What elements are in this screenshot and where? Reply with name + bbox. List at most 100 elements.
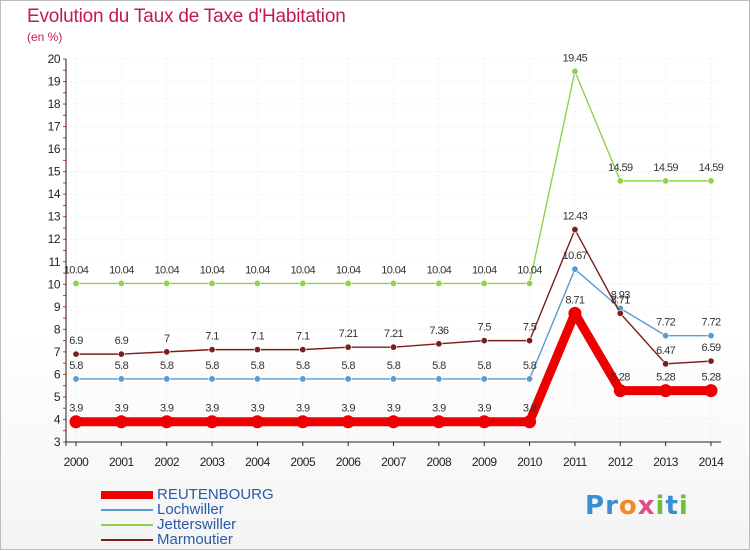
data-point: [707, 177, 715, 185]
data-label: 14.59: [653, 162, 678, 174]
data-label: 6.47: [656, 345, 675, 357]
data-label: 5.8: [477, 360, 491, 372]
data-label: 10.67: [563, 250, 588, 262]
chart-title: Evolution du Taux de Taxe d'Habitation: [27, 6, 346, 27]
data-point: [477, 415, 491, 429]
data-point: [163, 375, 171, 383]
data-point: [344, 279, 352, 287]
x-tick-label: 2003: [200, 455, 226, 469]
data-point: [253, 346, 261, 354]
data-point: [613, 384, 627, 398]
legend-swatch: [101, 538, 153, 541]
data-point: [662, 332, 670, 340]
logo-letter: x: [637, 491, 656, 521]
data-label: 6.59: [701, 342, 720, 354]
data-label: 3.9: [296, 403, 310, 415]
data-label: 5.8: [387, 360, 401, 372]
x-tick-label: 2013: [653, 455, 679, 469]
data-point: [571, 67, 579, 75]
data-label: 3.9: [341, 403, 355, 415]
x-tick-label: 2007: [381, 455, 407, 469]
data-point: [344, 375, 352, 383]
legend-label: Jetterswiller: [157, 516, 237, 533]
data-label: 10.04: [154, 264, 179, 276]
x-tick-label: 2010: [517, 455, 543, 469]
data-point: [435, 279, 443, 287]
x-tick-label: 2001: [109, 455, 135, 469]
data-point: [523, 415, 537, 429]
data-label: 5.8: [115, 360, 129, 372]
data-point: [526, 337, 534, 345]
y-tick-label: 15: [48, 165, 61, 179]
data-label: 6.9: [69, 335, 83, 347]
data-point: [704, 384, 718, 398]
data-label: 8.71: [611, 294, 630, 306]
y-tick-label: 14: [48, 187, 61, 201]
data-label: 7.72: [701, 317, 720, 329]
y-tick-label: 17: [48, 120, 61, 134]
data-point: [208, 279, 216, 287]
data-point: [117, 279, 125, 287]
data-label: 5.8: [69, 360, 83, 372]
y-tick-label: 10: [48, 277, 61, 291]
legend-item: REUTENBOURG: [101, 487, 274, 502]
y-tick-label: 20: [48, 52, 61, 66]
data-label: 10.04: [291, 264, 316, 276]
data-point: [299, 279, 307, 287]
x-tick-label: 2014: [699, 455, 725, 469]
data-point: [341, 415, 355, 429]
y-tick-label: 9: [54, 300, 61, 314]
x-tick-label: 2002: [154, 455, 180, 469]
legend-label: Lochwiller: [157, 501, 224, 518]
data-label: 10.04: [200, 264, 225, 276]
data-label: 5.28: [656, 372, 675, 384]
data-point: [526, 279, 534, 287]
x-tick-label: 2000: [64, 455, 90, 469]
data-point: [72, 375, 80, 383]
data-label: 5.8: [251, 360, 265, 372]
proxiti-logo: Proxiti: [585, 491, 689, 521]
data-point: [72, 350, 80, 358]
data-label: 3.9: [251, 403, 265, 415]
data-point: [117, 375, 125, 383]
data-label: 10.04: [472, 264, 497, 276]
data-label: 5.8: [296, 360, 310, 372]
data-label: 3.9: [115, 403, 129, 415]
data-point: [296, 415, 310, 429]
data-point: [253, 375, 261, 383]
data-point: [571, 265, 579, 273]
data-label: 10.04: [336, 264, 361, 276]
logo-letter: i: [678, 491, 689, 521]
data-point: [435, 375, 443, 383]
y-tick-label: 7: [54, 345, 61, 359]
data-point: [208, 375, 216, 383]
data-label: 5.8: [205, 360, 219, 372]
data-label: 14.59: [699, 162, 724, 174]
data-label: 3.9: [477, 403, 491, 415]
data-label: 7.5: [477, 322, 491, 334]
data-point: [568, 306, 582, 320]
data-point: [163, 279, 171, 287]
data-label: 5.28: [701, 372, 720, 384]
data-point: [344, 343, 352, 351]
data-label: 3.9: [160, 403, 174, 415]
data-point: [160, 415, 174, 429]
data-label: 10.04: [109, 264, 134, 276]
data-label: 5.8: [523, 360, 537, 372]
chart-legend: REUTENBOURG Lochwiller Jetterswiller Marmou…: [101, 487, 274, 547]
data-point: [387, 415, 400, 429]
legend-swatch: [101, 490, 153, 499]
data-point: [389, 375, 397, 383]
data-point: [299, 375, 307, 383]
y-tick-label: 4: [54, 412, 61, 426]
y-tick-label: 3: [54, 435, 61, 449]
data-label: 19.45: [563, 52, 588, 64]
legend-swatch: [101, 523, 153, 526]
x-tick-label: 2011: [563, 455, 588, 469]
data-label: 3.9: [69, 403, 83, 415]
data-label: 5.8: [160, 360, 174, 372]
data-label: 7.5: [523, 322, 537, 334]
data-label: 7.21: [339, 328, 358, 340]
y-tick-label: 13: [48, 210, 61, 224]
y-tick-label: 11: [49, 255, 61, 269]
